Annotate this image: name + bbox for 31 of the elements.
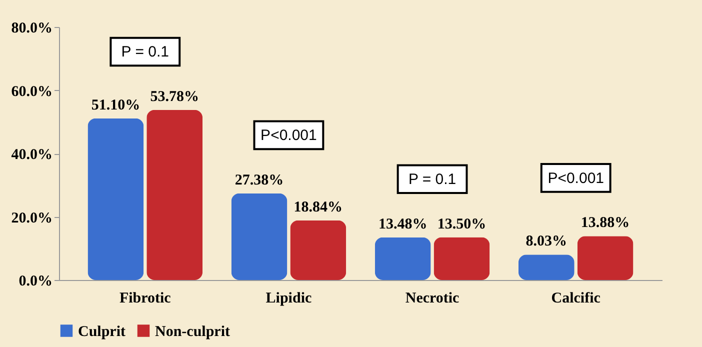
bar xyxy=(146,110,203,280)
y-tick-label: 60.0% xyxy=(11,84,52,100)
annotation: P<0.001 xyxy=(548,170,604,187)
data-label: 51.10% xyxy=(91,97,140,114)
data-label: 8.03% xyxy=(526,234,568,250)
y-tick-label: 80.0% xyxy=(11,20,52,36)
y-tick-label: 40.0% xyxy=(11,147,52,163)
x-tick-label: Necrotic xyxy=(405,290,460,306)
annotation: P<0.001 xyxy=(260,127,317,144)
data-label: 13.50% xyxy=(437,216,486,232)
bar xyxy=(577,236,634,280)
x-tick-label: Calcific xyxy=(551,290,601,306)
y-tick-label: 20.0% xyxy=(11,210,52,226)
bar xyxy=(434,237,490,280)
data-label: 27.38% xyxy=(234,172,284,188)
y-tick-label: 0.0% xyxy=(18,274,52,290)
bar xyxy=(518,254,574,280)
bar xyxy=(374,237,431,280)
bar xyxy=(88,118,144,280)
bar xyxy=(290,220,346,280)
annotation: P = 0.1 xyxy=(408,171,456,188)
x-tick-label: Lipidic xyxy=(266,290,312,306)
data-label: 18.84% xyxy=(294,199,343,216)
bar xyxy=(231,193,288,280)
x-tick-label: Fibrotic xyxy=(119,290,172,306)
legend-label: Non-culprit xyxy=(155,324,230,340)
data-label: 13.88% xyxy=(580,215,630,232)
data-label: 13.48% xyxy=(378,216,428,232)
data-label: 53.78% xyxy=(150,88,199,105)
legend-label: Culprit xyxy=(78,324,126,340)
annotation: P = 0.1 xyxy=(121,44,169,61)
